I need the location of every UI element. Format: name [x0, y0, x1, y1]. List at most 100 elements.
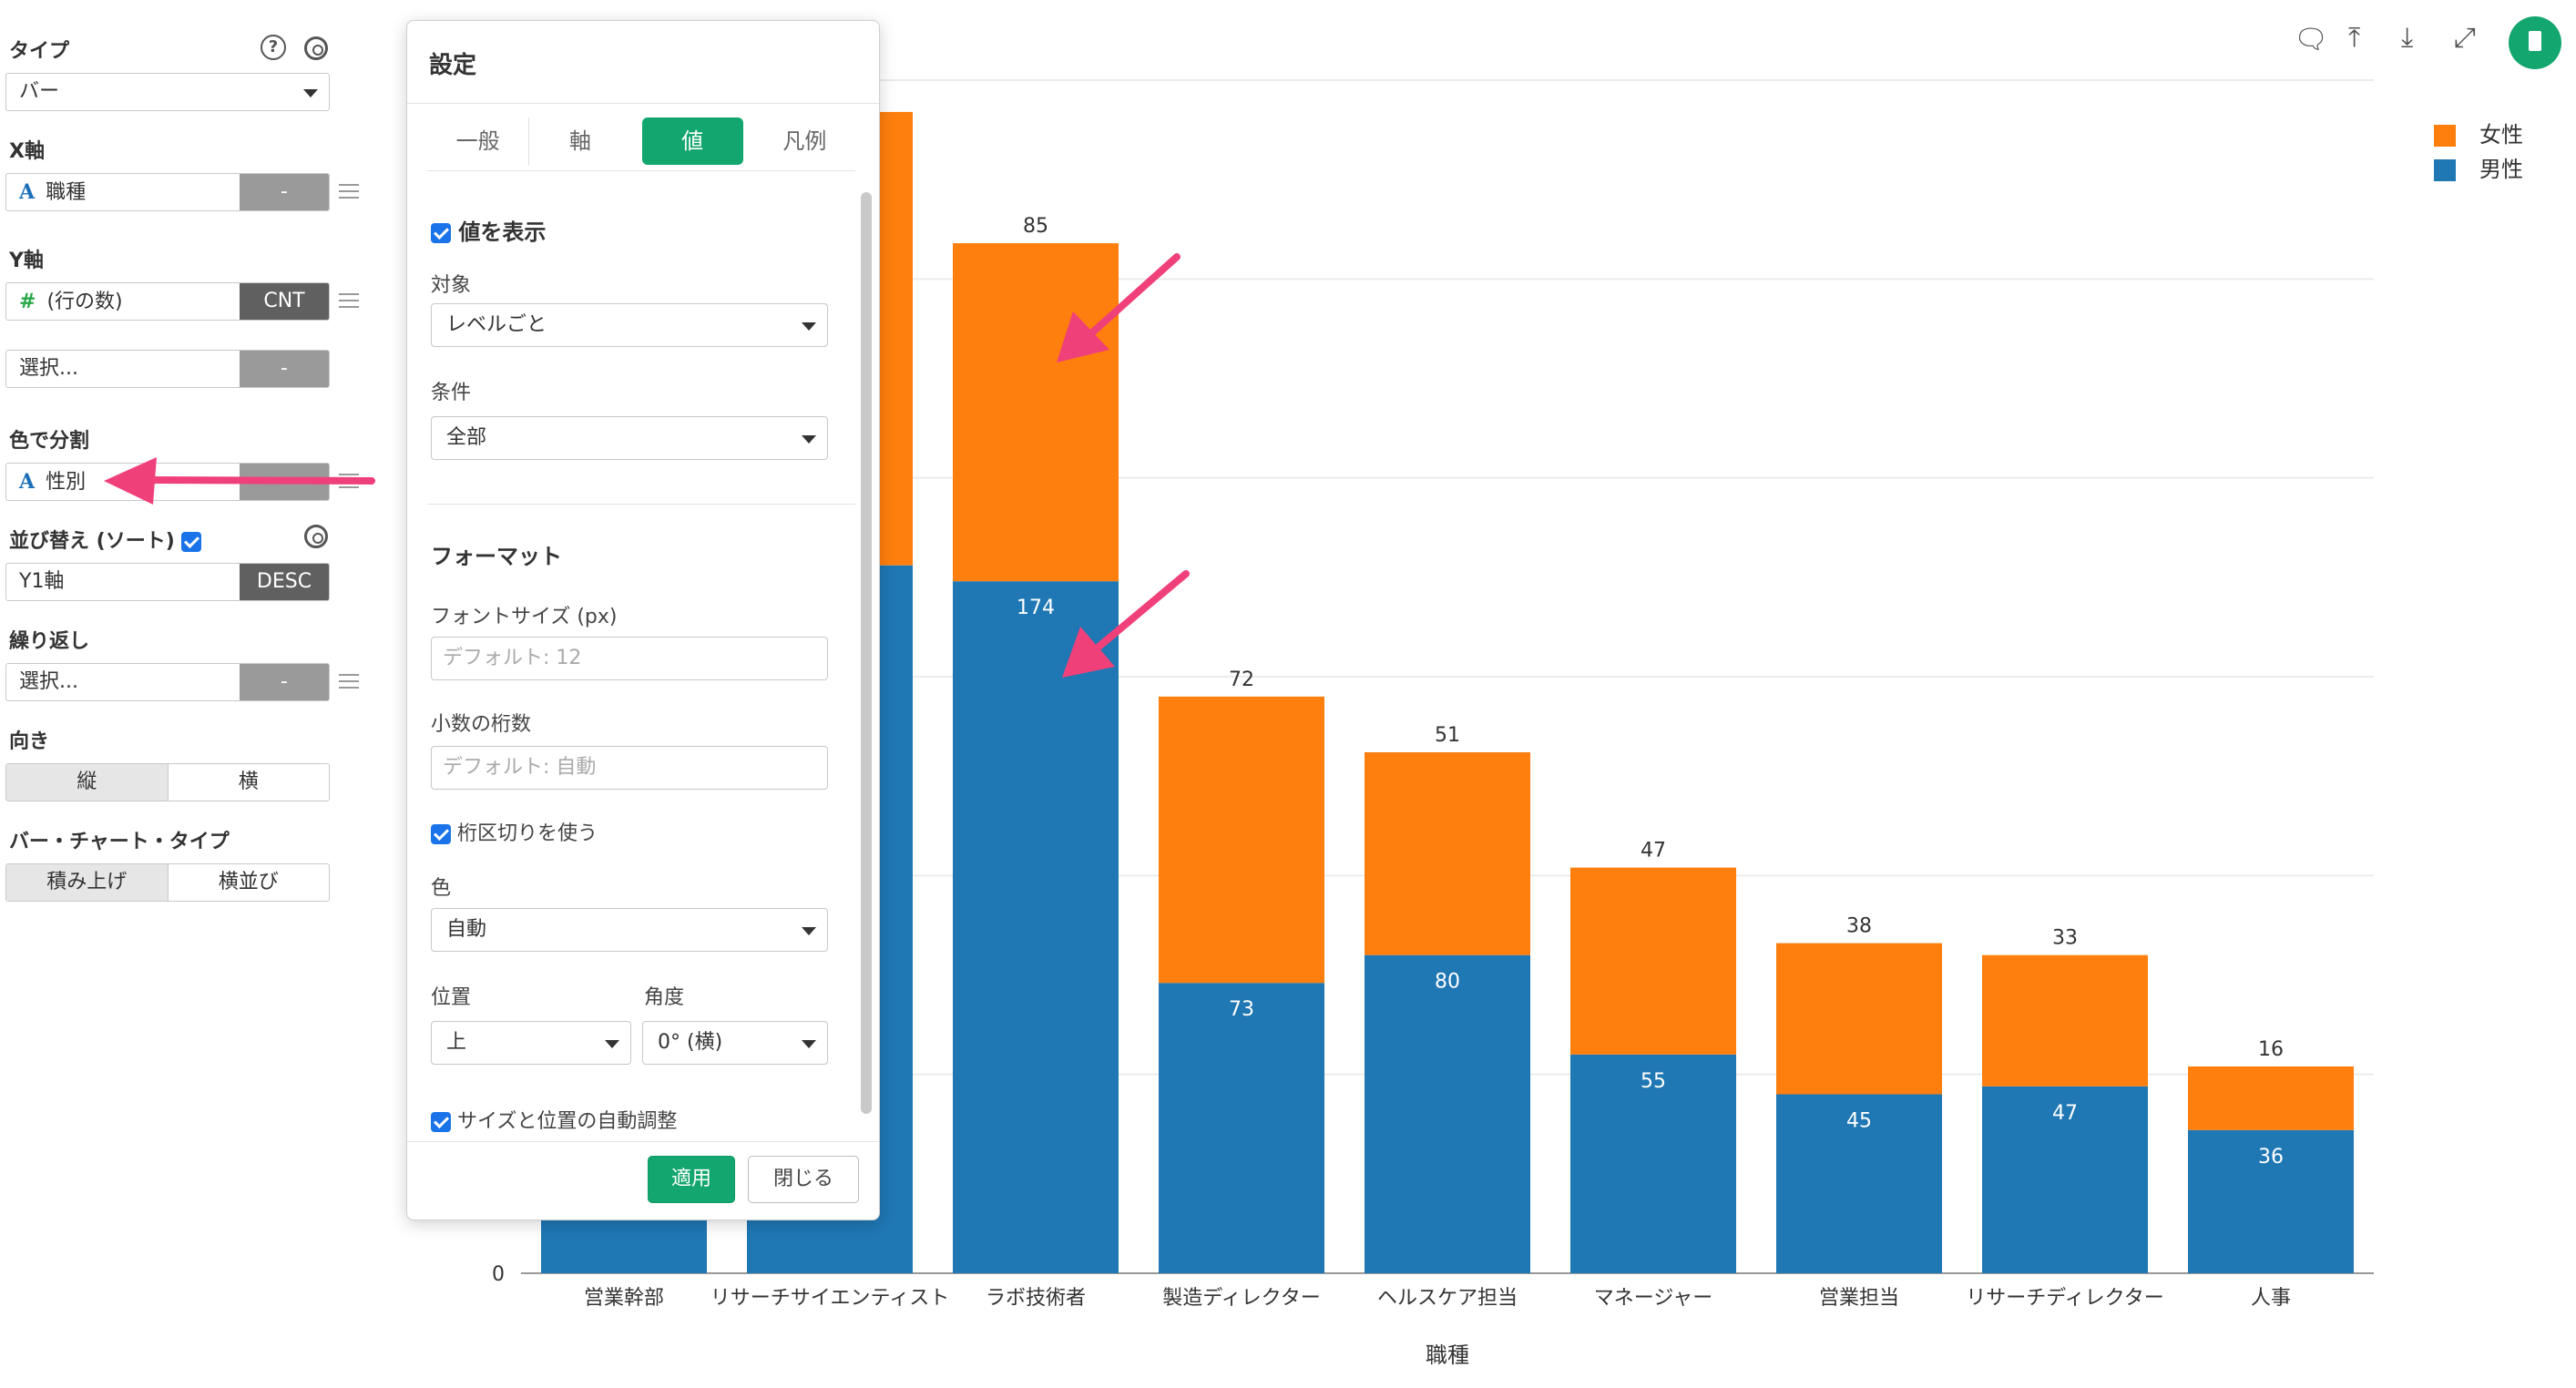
decimals-label: 小数の桁数	[431, 713, 532, 736]
data-label-female: 51	[1435, 724, 1460, 747]
show-values-row: 値を表示	[431, 214, 546, 246]
auto-adjust-checkbox[interactable]	[431, 1112, 451, 1132]
chevron-down-icon	[605, 1040, 619, 1048]
x-tick-label: 製造ディレクター	[1162, 1287, 1321, 1310]
apply-button[interactable]: 適用	[648, 1156, 735, 1203]
tab-axis[interactable]: 軸	[568, 128, 591, 154]
bar-type-label: バー・チャート・タイプ	[9, 831, 230, 853]
y2-axis-agg-button[interactable]: -	[240, 351, 329, 387]
divider	[407, 103, 879, 104]
gear-icon[interactable]	[304, 36, 328, 60]
x-tick-label: リサーチサイエンティスト	[710, 1287, 949, 1310]
data-label-male: 55	[1641, 1070, 1666, 1093]
target-select[interactable]: レベルごと	[431, 303, 828, 347]
auto-adjust-label: サイズと位置の自動調整	[457, 1110, 678, 1133]
orientation-toggle[interactable]: 縦 横	[5, 763, 330, 801]
decimals-input[interactable]: デフォルト: 自動	[431, 746, 828, 790]
y-axis-field[interactable]: # (行の数) CNT	[5, 282, 330, 321]
pin-icon[interactable]	[2509, 16, 2561, 69]
divider	[427, 170, 855, 171]
y-tick-label: 0	[492, 1263, 505, 1286]
x-axis-menu-icon[interactable]	[339, 184, 359, 199]
upload-icon[interactable]: ⤒	[2348, 22, 2361, 54]
annotation-arrowhead	[104, 457, 157, 505]
chevron-down-icon	[303, 89, 318, 97]
tab-legend[interactable]: 凡例	[782, 128, 827, 154]
orientation-vertical[interactable]: 縦	[6, 764, 169, 801]
expand-icon[interactable]: ⤢	[2454, 22, 2476, 54]
angle-value: 0° (横)	[658, 1031, 723, 1054]
data-label-male: 45	[1846, 1110, 1872, 1133]
show-values-checkbox[interactable]	[431, 223, 451, 243]
close-button[interactable]: 閉じる	[748, 1156, 859, 1203]
chevron-down-icon	[802, 435, 816, 444]
data-label-female: 16	[2258, 1038, 2284, 1061]
x-axis-agg-button[interactable]: -	[240, 174, 329, 210]
repeat-field[interactable]: 選択... -	[5, 663, 330, 701]
repeat-label: 繰り返し	[9, 630, 90, 653]
sort-gear-icon[interactable]	[304, 525, 328, 548]
legend-item-male[interactable]: 男性	[2434, 151, 2523, 183]
orientation-horizontal[interactable]: 横	[238, 771, 259, 793]
angle-label: 角度	[644, 986, 685, 1009]
tab-values[interactable]: 値	[641, 117, 743, 165]
condition-select[interactable]: 全部	[431, 416, 828, 460]
separator-row: 桁区切りを使う	[431, 817, 598, 846]
position-value: 上	[446, 1031, 467, 1054]
target-value: レベルごと	[446, 313, 547, 336]
x-tick-label: 人事	[2251, 1287, 2291, 1310]
bar-male	[1159, 983, 1324, 1273]
data-label-male: 174	[1017, 597, 1055, 619]
repeat-menu-icon[interactable]	[339, 674, 359, 689]
repeat-agg-button[interactable]: -	[240, 664, 329, 700]
position-select[interactable]: 上	[431, 1021, 631, 1065]
x-axis-field[interactable]: A 職種 -	[5, 173, 330, 211]
dialog-scrollbar[interactable]	[861, 192, 872, 1114]
legend-item-female[interactable]: 女性	[2434, 117, 2523, 148]
color-select[interactable]: 自動	[431, 908, 828, 952]
x-tick-label: リサーチディレクター	[1966, 1287, 2164, 1310]
bar-type-stacked[interactable]: 積み上げ	[6, 864, 169, 901]
bar-female	[2188, 1066, 2354, 1130]
annotation-arrow-shaft	[1086, 253, 1181, 339]
bar-type-toggle[interactable]: 積み上げ 横並び	[5, 863, 330, 902]
dialog-title: 設定	[429, 52, 477, 79]
x-tick-label: 営業担当	[1819, 1287, 1899, 1310]
bar-type-grouped[interactable]: 横並び	[218, 871, 279, 893]
orientation-label: 向き	[9, 730, 50, 753]
comment-icon[interactable]: 🗨	[2294, 24, 2329, 56]
chart-type-value: バー	[19, 80, 60, 103]
legend-label-female: 女性	[2479, 122, 2523, 148]
tab-general[interactable]: 一般	[455, 128, 500, 154]
angle-select[interactable]: 0° (横)	[642, 1021, 828, 1065]
help-icon[interactable]: ?	[261, 35, 286, 60]
y-axis-menu-icon[interactable]	[339, 293, 359, 308]
font-size-input[interactable]: デフォルト: 12	[431, 637, 828, 680]
x-axis-value: 職種	[46, 181, 87, 204]
font-size-label: フォントサイズ (px)	[431, 606, 618, 628]
bar-male	[1570, 1054, 1736, 1273]
sort-label: 並び替え (ソート)	[9, 525, 202, 554]
sort-checkbox[interactable]	[181, 532, 202, 552]
y-axis-value: (行の数)	[46, 291, 123, 313]
sort-direction-button[interactable]: DESC	[240, 564, 329, 600]
y2-axis-field[interactable]: 選択... -	[5, 350, 330, 388]
divider	[407, 1141, 879, 1142]
x-axis-label: X軸	[9, 140, 45, 163]
bar-male	[953, 581, 1119, 1273]
y-axis-agg-button[interactable]: CNT	[240, 283, 329, 320]
show-values-label: 値を表示	[458, 219, 547, 245]
chart-settings-panel: タイプ ? バー X軸 A 職種 - Y軸 # (行の数) CNT 選択... - …	[0, 0, 373, 1388]
download-icon[interactable]: ⤓	[2401, 22, 2414, 54]
sort-field[interactable]: Y1軸 DESC	[5, 563, 330, 601]
y-axis-label: Y軸	[9, 250, 44, 272]
position-label: 位置	[431, 986, 472, 1009]
bar-female	[1365, 751, 1530, 955]
text-type-icon: A	[19, 470, 36, 494]
chart-type-select[interactable]: バー	[5, 73, 330, 111]
bar-female	[1159, 696, 1324, 984]
text-type-icon: A	[19, 180, 36, 204]
separator-checkbox[interactable]	[431, 824, 451, 844]
sort-label-text: 並び替え (ソート)	[9, 530, 175, 553]
bar-male	[1776, 1094, 1942, 1273]
